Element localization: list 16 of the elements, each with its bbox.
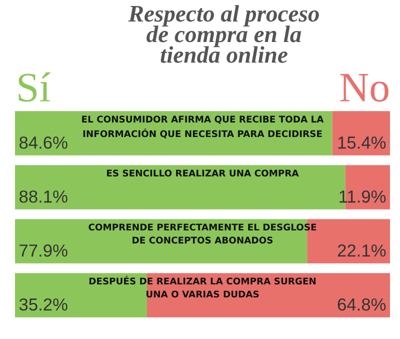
bar: [332, 111, 390, 156]
data-label: 11.9%: [340, 190, 386, 203]
data-label: 84.6%: [20, 136, 68, 149]
data-label: 22.1%: [338, 244, 386, 257]
y-tick-label: EL CONSUMIDOR AFIRMA QUE RECIBE TODA LA INFORMACIÓN QUE NECESITA PARA DECIDIRSE: [82, 116, 324, 138]
y-tick-label: DESPUÉS DE REALIZAR LA COMPRA SURGEN UNA O VARIAS DUDAS: [89, 276, 316, 298]
series-label: Sí: [18, 72, 50, 102]
series-label: No: [340, 74, 388, 102]
y-tick-label: ES SENCILLO REALIZAR UNA COMPRA: [107, 170, 299, 177]
data-label: 77.9%: [20, 244, 68, 257]
data-label: 64.8%: [338, 298, 386, 311]
data-label: 35.2%: [19, 298, 68, 311]
data-label: 15.4%: [338, 136, 386, 149]
data-label: 88.1%: [20, 190, 68, 203]
y-tick-label: COMPRENDE PERFECTAMENTE EL DESGLOSE DE CONCEPTOS ABONADOS: [88, 224, 316, 244]
chart-title: Respecto al proceso de compra en la tienda online: [128, 5, 319, 63]
